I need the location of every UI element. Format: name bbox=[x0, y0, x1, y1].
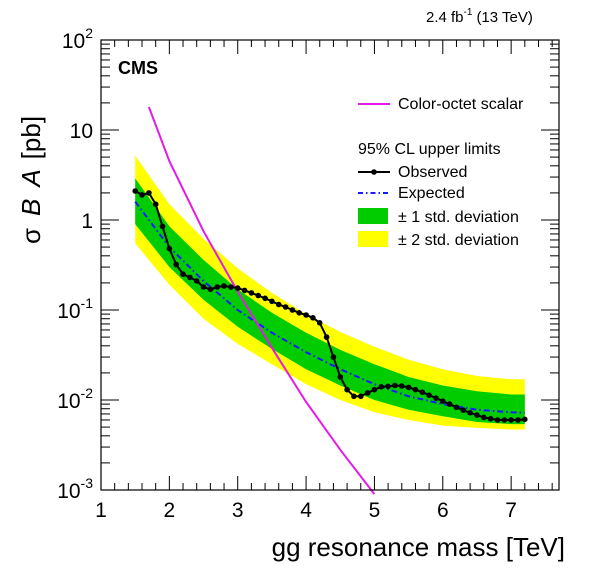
observed-point bbox=[269, 298, 275, 305]
observed-point bbox=[323, 334, 330, 340]
observed-point bbox=[392, 382, 398, 389]
observed-point bbox=[460, 407, 467, 414]
observed-point bbox=[487, 415, 494, 422]
legend-expected-label: Expected bbox=[398, 185, 465, 202]
observed-point bbox=[419, 389, 426, 396]
y-tick-label: 1 bbox=[81, 210, 93, 233]
theory-line bbox=[147, 106, 376, 495]
observed-line bbox=[134, 190, 525, 421]
legend-band2-label: ± 2 std. deviation bbox=[398, 232, 519, 249]
observed-point bbox=[446, 401, 453, 407]
observed-point bbox=[296, 310, 303, 316]
band-1-sigma bbox=[135, 178, 525, 425]
legend-observed-marker bbox=[371, 169, 377, 175]
band-2-sigma bbox=[135, 155, 525, 430]
observed-point bbox=[522, 416, 528, 423]
x-tick-label: 2 bbox=[164, 499, 176, 522]
legend-observed-label: Observed bbox=[398, 164, 467, 181]
observed-point bbox=[385, 383, 391, 390]
observed-point bbox=[255, 292, 261, 299]
observed-point bbox=[481, 414, 487, 421]
observed-point bbox=[399, 383, 405, 389]
x-tick-label: 5 bbox=[369, 499, 381, 522]
observed-point bbox=[166, 245, 173, 252]
observed-point bbox=[262, 295, 268, 302]
lumi-label: 2.4 fb-1 (13 TeV) bbox=[426, 7, 533, 26]
observed-point bbox=[378, 384, 385, 390]
experiment-label: CMS bbox=[118, 58, 158, 78]
observed-point bbox=[405, 384, 412, 391]
y-tick-label: 102 bbox=[62, 25, 93, 53]
observed-point bbox=[440, 398, 446, 405]
observed-point bbox=[433, 395, 439, 401]
y-tick-label: 10-2 bbox=[57, 385, 93, 413]
observed-point bbox=[187, 274, 193, 281]
observed-point bbox=[159, 223, 166, 230]
observed-point bbox=[494, 417, 501, 423]
observed-point bbox=[371, 386, 378, 393]
observed-point bbox=[289, 307, 296, 313]
legend-band1-label: ± 1 std. deviation bbox=[398, 209, 519, 226]
observed-point bbox=[426, 392, 432, 399]
observed-point bbox=[132, 188, 138, 194]
observed-point bbox=[275, 301, 282, 308]
legend-heading: 95% CL upper limits bbox=[358, 141, 501, 158]
x-axis-title: gg resonance mass [TeV] bbox=[272, 532, 565, 562]
limit-curves bbox=[132, 106, 528, 495]
observed-point bbox=[234, 285, 241, 291]
legend: Color-octet scalar 95% CL upper limits O… bbox=[358, 96, 524, 249]
x-tick-label: 3 bbox=[232, 499, 244, 522]
observed-point bbox=[330, 354, 337, 360]
axes: 1 2 3 4 5 6 7 10-3 10-2 10-1 1 10 102 bbox=[57, 25, 560, 522]
observed-point bbox=[152, 201, 159, 207]
observed-point bbox=[139, 192, 145, 198]
observed-point bbox=[173, 261, 179, 268]
y-tick-label: 10 bbox=[70, 120, 93, 143]
observed-point bbox=[358, 393, 364, 400]
plot-frame bbox=[100, 39, 560, 491]
observed-point bbox=[412, 386, 419, 393]
observed-point bbox=[508, 417, 514, 423]
observed-point bbox=[351, 393, 357, 400]
observed-point bbox=[248, 290, 255, 296]
observed-point bbox=[221, 283, 227, 289]
observed-point bbox=[207, 286, 214, 293]
observed-point bbox=[364, 390, 371, 396]
x-tick-label: 6 bbox=[437, 499, 449, 522]
legend-theory-label: Color-octet scalar bbox=[398, 96, 524, 113]
y-tick-label: 10-1 bbox=[57, 295, 93, 323]
observed-point bbox=[344, 386, 350, 393]
observed-point bbox=[474, 412, 480, 418]
observed-point bbox=[316, 320, 323, 326]
observed-point bbox=[515, 417, 521, 423]
observed-point bbox=[310, 315, 316, 321]
observed-point bbox=[467, 410, 473, 416]
observed-point bbox=[146, 190, 152, 196]
observed-point bbox=[228, 284, 234, 290]
observed-point bbox=[501, 417, 508, 423]
x-axis-title-text: gg resonance mass [TeV] bbox=[272, 532, 565, 562]
observed-point bbox=[337, 374, 344, 380]
x-tick-label: 7 bbox=[505, 499, 517, 522]
y-axis-title-text: σBA[pb] bbox=[16, 116, 46, 244]
y-axis-title: σBA[pb] bbox=[16, 116, 46, 244]
observed-point bbox=[282, 304, 289, 310]
observed-point bbox=[241, 287, 248, 294]
legend-band1-swatch bbox=[358, 208, 388, 224]
observed-point bbox=[200, 284, 207, 290]
legend-band2-swatch bbox=[358, 231, 388, 247]
observed-point bbox=[214, 284, 220, 290]
x-tick-label: 1 bbox=[95, 499, 107, 522]
y-tick-label: 10-3 bbox=[57, 475, 93, 503]
observed-point bbox=[303, 312, 309, 318]
observed-point bbox=[453, 404, 460, 411]
observed-point bbox=[180, 271, 186, 278]
observed-point bbox=[193, 278, 200, 284]
uncertainty-bands bbox=[135, 155, 525, 430]
x-tick-label: 4 bbox=[300, 499, 312, 522]
